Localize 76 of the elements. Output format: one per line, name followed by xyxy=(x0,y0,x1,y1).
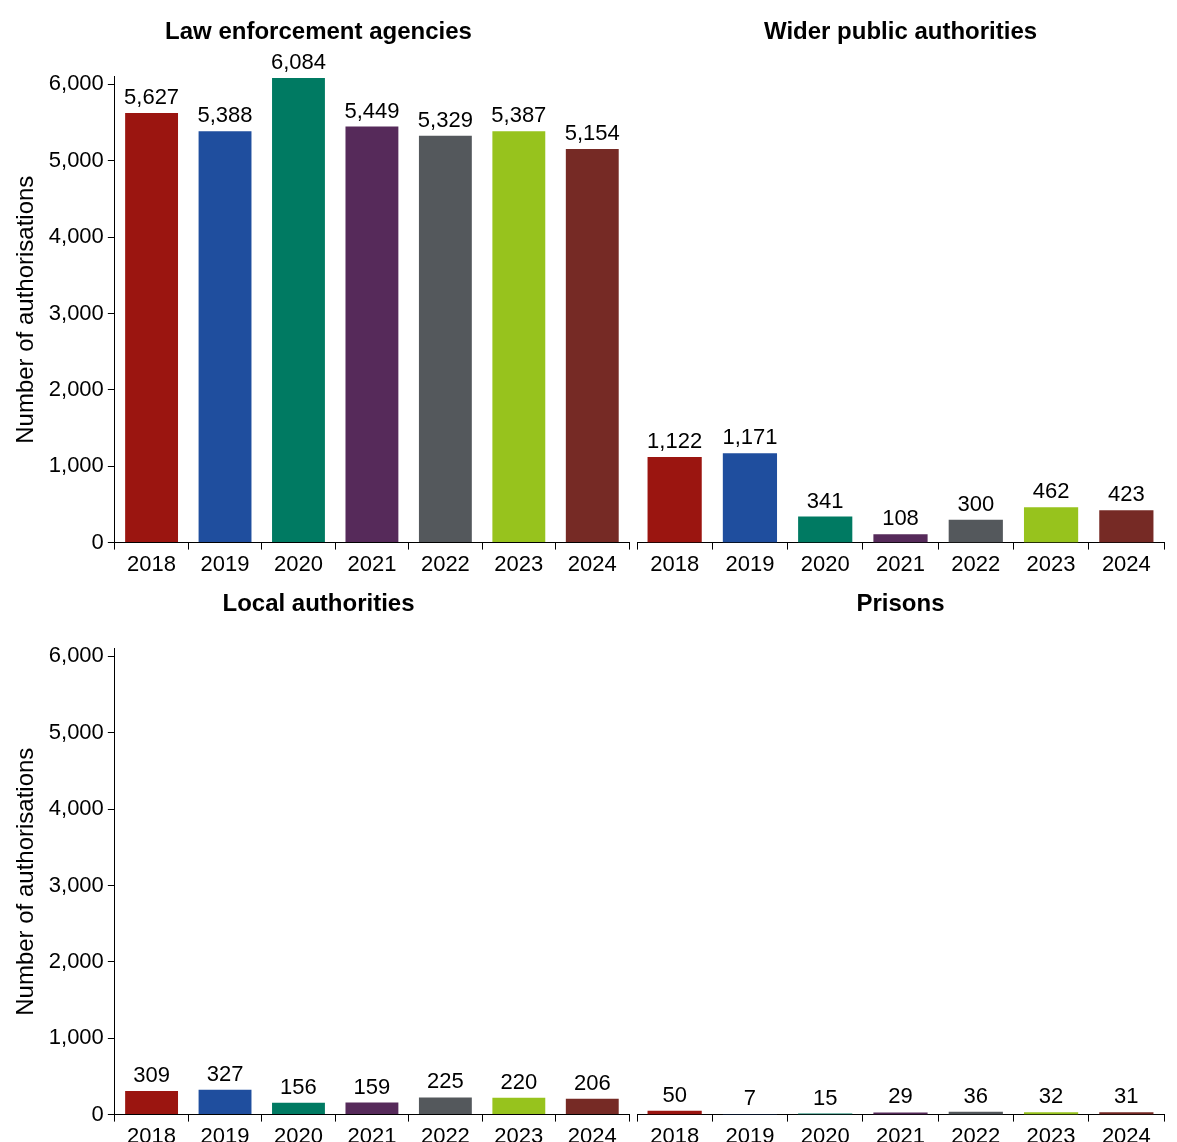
y-tick-label: 1,000 xyxy=(48,1024,104,1050)
data-label: 5,449 xyxy=(344,97,400,123)
x-tick-label: 2022 xyxy=(420,550,470,576)
bar xyxy=(873,534,928,543)
data-label: 225 xyxy=(427,1068,464,1094)
data-label: 5,329 xyxy=(417,106,473,132)
y-tick-label: 3,000 xyxy=(48,871,104,897)
chart-title: Law enforcement agencies xyxy=(165,17,472,45)
data-label: 1,171 xyxy=(722,424,778,450)
data-label: 5,154 xyxy=(564,120,620,146)
data-label: 5,627 xyxy=(124,83,180,109)
bar xyxy=(1099,510,1154,543)
y-tick-label: 6,000 xyxy=(48,642,104,668)
data-label: 5,387 xyxy=(491,102,547,128)
data-label: 108 xyxy=(882,505,919,531)
bar xyxy=(418,135,472,543)
y-tick-label: 2,000 xyxy=(48,375,104,401)
x-tick-label: 2022 xyxy=(951,550,1001,576)
data-label: 15 xyxy=(812,1084,838,1110)
y-tick-label: 6,000 xyxy=(48,70,104,96)
x-tick-label: 2023 xyxy=(1026,550,1076,576)
x-tick-label: 2024 xyxy=(1101,550,1151,576)
y-tick-label: 4,000 xyxy=(48,795,104,821)
bar xyxy=(647,456,702,543)
y-tick-label: 4,000 xyxy=(48,223,104,249)
bar xyxy=(272,78,325,543)
y-tick-label: 3,000 xyxy=(48,299,104,325)
data-label: 300 xyxy=(957,490,995,516)
chart-title: Prisons xyxy=(856,589,945,617)
x-tick-label: 2020 xyxy=(800,550,850,576)
data-label: 220 xyxy=(500,1068,538,1094)
bar xyxy=(798,516,853,543)
data-label: 159 xyxy=(353,1073,391,1099)
data-label: 50 xyxy=(662,1081,687,1107)
x-tick-label: 2018 xyxy=(650,550,700,576)
x-tick-label: 2023 xyxy=(494,550,544,576)
x-tick-label: 2021 xyxy=(876,550,925,576)
y-tick-label: 5,000 xyxy=(48,718,104,744)
data-label: 341 xyxy=(806,487,844,513)
x-tick-label: 2020 xyxy=(274,550,323,576)
bar xyxy=(565,149,619,543)
y-tick-label: 0 xyxy=(91,1100,104,1126)
data-label: 31 xyxy=(1114,1083,1139,1109)
chart-title: Local authorities xyxy=(222,589,415,617)
x-tick-label: 2019 xyxy=(200,550,250,576)
chart-title: Wider public authorities xyxy=(763,17,1038,45)
data-label: 36 xyxy=(963,1082,989,1108)
x-tick-label: 2018 xyxy=(127,550,177,576)
bar xyxy=(722,453,778,543)
y-tick-label: 0 xyxy=(91,528,104,554)
data-label: 6,084 xyxy=(270,49,327,75)
bar xyxy=(198,131,252,543)
bar xyxy=(948,519,1003,543)
data-label: 309 xyxy=(133,1062,170,1088)
data-label: 32 xyxy=(1038,1083,1064,1109)
x-tick-label: 2019 xyxy=(725,550,775,576)
data-label: 29 xyxy=(888,1083,913,1109)
y-tick-label: 1,000 xyxy=(48,452,104,478)
y-tick-label: 2,000 xyxy=(48,947,104,973)
x-tick-label: 2021 xyxy=(347,550,397,576)
data-label: 206 xyxy=(573,1069,611,1095)
data-label: 423 xyxy=(1108,481,1145,507)
data-label: 1,122 xyxy=(647,427,703,453)
y-axis-title: Number of authorisations xyxy=(11,175,39,444)
data-label: 462 xyxy=(1032,478,1070,504)
bar xyxy=(125,112,179,543)
bar xyxy=(1023,507,1079,543)
data-label: 7 xyxy=(743,1085,757,1111)
x-tick-label: 2024 xyxy=(567,550,617,576)
data-label: 327 xyxy=(206,1060,244,1086)
data-label: 156 xyxy=(280,1073,317,1099)
bar xyxy=(345,126,399,543)
bar xyxy=(492,131,546,543)
y-tick-label: 5,000 xyxy=(48,146,104,172)
y-axis-title: Number of authorisations xyxy=(11,747,39,1016)
data-label: 5,388 xyxy=(197,102,253,128)
